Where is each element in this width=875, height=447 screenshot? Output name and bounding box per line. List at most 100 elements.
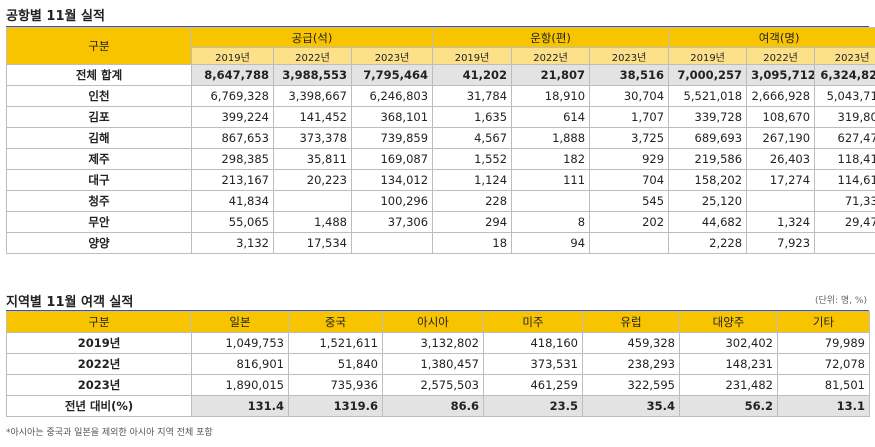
table-cell: 141,452 xyxy=(273,106,352,128)
table-cell: 18 xyxy=(432,232,513,254)
table-cell: 5,043,716 xyxy=(814,85,875,107)
table-cell: 368,101 xyxy=(350,106,434,128)
row-label: 전년 대비(%) xyxy=(6,395,192,417)
table-cell: 5,521,018 xyxy=(668,85,748,107)
table-cell: 302,402 xyxy=(679,332,778,354)
table-cell: 8,647,788 xyxy=(191,64,274,86)
table-cell: 3,095,712 xyxy=(746,64,816,86)
table-cell: 1,124 xyxy=(432,169,513,191)
table-cell xyxy=(746,190,816,212)
year-header: 2023년 xyxy=(350,47,434,65)
table-cell: 1,380,457 xyxy=(382,353,484,375)
table-cell: 6,246,803 xyxy=(350,85,434,107)
table-cell: 298,385 xyxy=(191,148,274,170)
region-column-header: 중국 xyxy=(288,311,383,333)
year-header: 2023년 xyxy=(814,47,875,65)
row-label: 양양 xyxy=(6,232,192,254)
table-cell: 1,888 xyxy=(511,127,591,149)
table-cell: 25,120 xyxy=(668,190,748,212)
year-row: 2019년 1,049,753 1,521,611 3,132,802 418,160 4… xyxy=(6,332,870,354)
table-cell: 79,989 xyxy=(777,332,870,354)
table-cell: 114,611 xyxy=(814,169,875,191)
table-cell: 72,078 xyxy=(777,353,870,375)
table-cell: 614 xyxy=(511,106,591,128)
table-cell: 26,403 xyxy=(746,148,816,170)
table-cell: 2,575,503 xyxy=(382,374,484,396)
year-header: 2019년 xyxy=(668,47,748,65)
airport-row: 대구 213,167 20,223 134,012 1,124 111 704 158,202… xyxy=(6,169,875,191)
table-cell: 3,132,802 xyxy=(382,332,484,354)
region-column-header: 미주 xyxy=(483,311,583,333)
row-label: 인천 xyxy=(6,85,192,107)
table-cell: 111 xyxy=(511,169,591,191)
table-cell: 418,160 xyxy=(483,332,583,354)
table-cell: 238,293 xyxy=(582,353,680,375)
table-cell: 41,834 xyxy=(191,190,274,212)
table-cell: 3,725 xyxy=(589,127,670,149)
table-cell: 929 xyxy=(589,148,670,170)
table-cell: 816,901 xyxy=(191,353,289,375)
region-column-header: 아시아 xyxy=(382,311,484,333)
table-cell: 627,479 xyxy=(814,127,875,149)
table-cell: 231,482 xyxy=(679,374,778,396)
row-label: 제주 xyxy=(6,148,192,170)
table-cell: 399,224 xyxy=(191,106,274,128)
table-cell: 38,516 xyxy=(589,64,670,86)
total-row: 전체 합계 8,647,788 3,988,553 7,795,464 41,202 21… xyxy=(6,64,875,86)
table-cell: 373,378 xyxy=(273,127,352,149)
year-row: 2023년 1,890,015 735,936 2,575,503 461,259 322… xyxy=(6,374,870,396)
table-cell: 6,324,825 xyxy=(814,64,875,86)
row-label: 김해 xyxy=(6,127,192,149)
table-cell: 182 xyxy=(511,148,591,170)
table1-corner-header: 구분 xyxy=(6,27,192,65)
table-cell: 31,784 xyxy=(432,85,513,107)
region-passenger-table: 구분 일본 중국 아시아 미주 유럽 대양주 기타 2019년 1,049,753 1,521,… xyxy=(6,311,870,417)
table-cell: 13.1 xyxy=(777,395,870,417)
table-cell: 213,167 xyxy=(191,169,274,191)
table-cell: 1,324 xyxy=(746,211,816,233)
table-cell: 1,707 xyxy=(589,106,670,128)
table-cell: 71,332 xyxy=(814,190,875,212)
row-label: 2022년 xyxy=(6,353,192,375)
year-header: 2022년 xyxy=(746,47,816,65)
table-cell: 86.6 xyxy=(382,395,484,417)
table-cell: 20,223 xyxy=(273,169,352,191)
table-cell: 100,296 xyxy=(350,190,434,212)
table-cell: 2,228 xyxy=(668,232,748,254)
row-label: 청주 xyxy=(6,190,192,212)
year-header: 2019년 xyxy=(191,47,274,65)
table-cell: 37,306 xyxy=(350,211,434,233)
table-cell: 2,666,928 xyxy=(746,85,816,107)
table-cell: 319,801 xyxy=(814,106,875,128)
row-label: 전체 합계 xyxy=(6,64,192,86)
row-label: 2023년 xyxy=(6,374,192,396)
table-cell xyxy=(273,190,352,212)
footnote: *아시아는 중국과 일본을 제외한 아시아 지역 전체 포함 xyxy=(6,428,213,438)
table-cell: 41,202 xyxy=(432,64,513,86)
table-cell: 56.2 xyxy=(679,395,778,417)
table-cell xyxy=(814,232,875,254)
year-header: 2022년 xyxy=(511,47,591,65)
table-cell: 339,728 xyxy=(668,106,748,128)
group-header-flights: 운항(편) xyxy=(432,27,670,48)
table-cell: 148,231 xyxy=(679,353,778,375)
region-column-header: 대양주 xyxy=(679,311,778,333)
airport-performance-table: 구분 공급(석) 운항(편) 여객(명) 2019년 2022년 2023년 2… xyxy=(6,27,875,254)
airport-row: 인천 6,769,328 3,398,667 6,246,803 31,784 18,91… xyxy=(6,85,875,107)
table-cell: 94 xyxy=(511,232,591,254)
table-cell: 219,586 xyxy=(668,148,748,170)
table-cell: 459,328 xyxy=(582,332,680,354)
table-cell: 30,704 xyxy=(589,85,670,107)
table-cell: 267,190 xyxy=(746,127,816,149)
table-cell xyxy=(511,190,591,212)
table-cell xyxy=(350,232,434,254)
table-cell: 18,910 xyxy=(511,85,591,107)
year-header: 2022년 xyxy=(273,47,352,65)
table-cell: 3,398,667 xyxy=(273,85,352,107)
airport-row: 양양 3,132 17,534 18 94 2,228 7,923 xyxy=(6,232,875,254)
table-cell: 44,682 xyxy=(668,211,748,233)
table-cell: 7,923 xyxy=(746,232,816,254)
table-cell: 7,795,464 xyxy=(350,64,434,86)
table-cell: 3,132 xyxy=(191,232,274,254)
